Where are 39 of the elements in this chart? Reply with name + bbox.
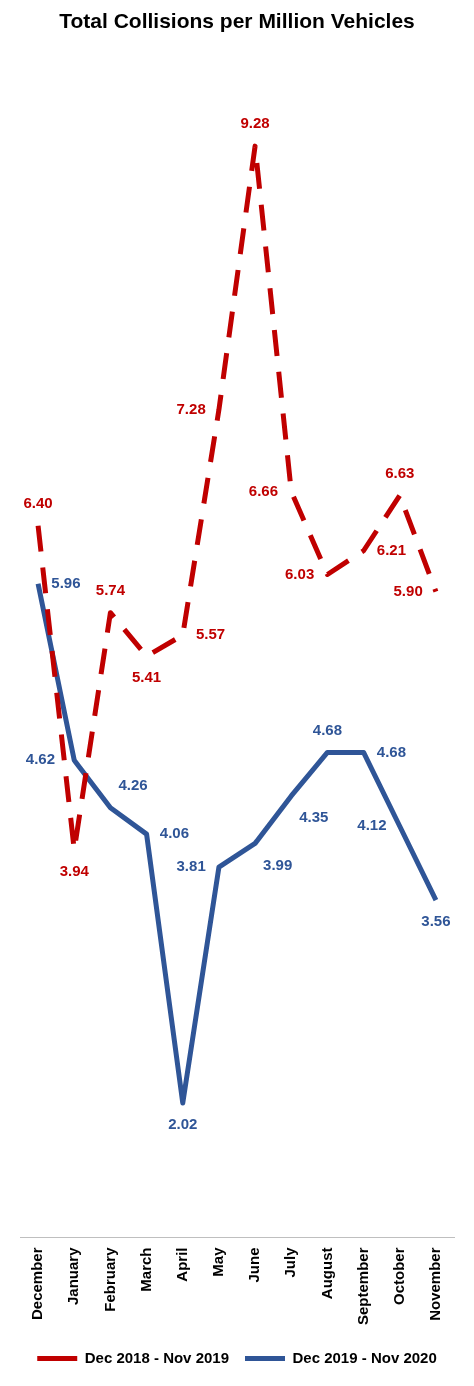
x-tick-label: June [245,1247,263,1283]
data-label: 4.35 [299,808,329,826]
legend-label: Dec 2018 - Nov 2019 [84,1348,230,1366]
x-tick-label: July [281,1246,299,1278]
x-tick-label: February [100,1246,118,1312]
data-label: 3.56 [421,912,451,930]
data-label: 3.81 [176,857,206,875]
data-label: 9.28 [240,114,270,132]
x-tick-label: December [28,1247,46,1321]
chart-title: Total Collisions per Million Vehicles [59,9,415,33]
data-label: 6.40 [23,493,53,511]
x-tick-label: August [317,1247,335,1300]
data-label: 5.90 [393,581,423,599]
data-label: 6.21 [376,540,406,558]
data-label: 4.26 [118,775,148,793]
x-tick-label: March [136,1247,154,1292]
data-label: 5.57 [195,625,226,643]
data-label: 5.96 [51,573,81,591]
x-tick-label: September [353,1247,371,1325]
data-label: 4.06 [159,824,189,842]
data-label: 3.94 [59,862,90,880]
x-tick-label: October [389,1247,407,1305]
x-tick-label: May [209,1246,227,1277]
data-label: 5.74 [95,580,126,598]
data-label: 2.02 [168,1115,198,1133]
data-label: 4.12 [357,816,387,834]
data-label: 4.68 [312,720,343,738]
data-label: 4.68 [376,742,406,760]
data-label: 6.66 [248,481,279,499]
legend-label: Dec 2019 - Nov 2020 [292,1348,437,1366]
x-tick-label: April [172,1247,190,1282]
x-tick-label: November [426,1247,444,1321]
data-label: 3.99 [263,855,293,873]
data-label: 7.28 [176,399,206,417]
data-label: 4.62 [25,750,56,768]
data-label: 5.41 [131,668,162,686]
data-label: 6.63 [385,463,415,481]
x-tick-label: January [64,1246,82,1306]
data-label: 6.03 [285,564,315,582]
